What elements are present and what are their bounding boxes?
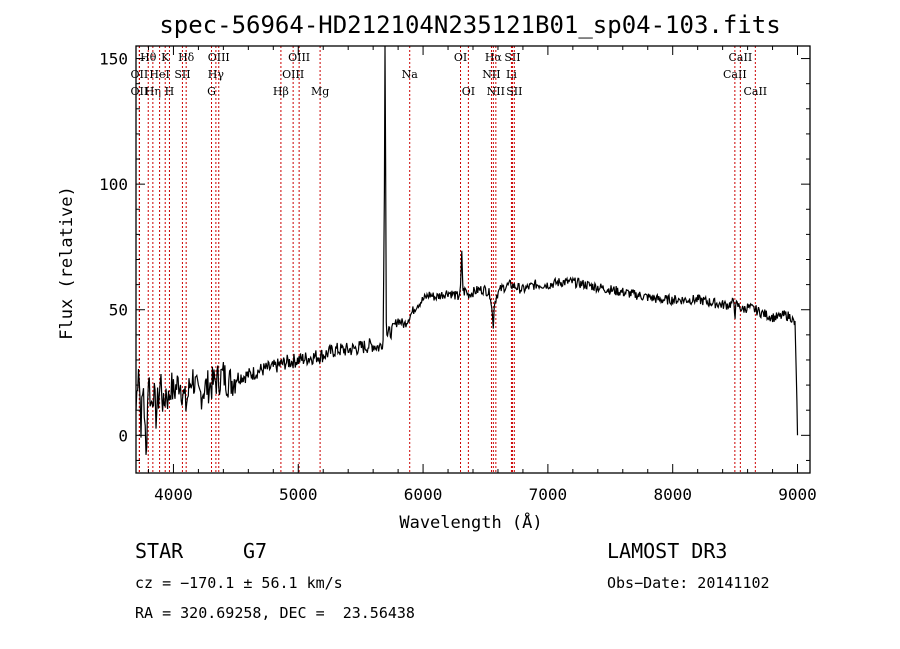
chart-title: spec-56964-HD212104N235121B01_sp04-103.f… [159, 11, 780, 39]
spectral-line-label: Mg [311, 85, 329, 98]
x-tick-label: 8000 [653, 485, 692, 504]
plot-frame [135, 45, 811, 474]
y-tick-label: 100 [99, 175, 128, 194]
x-axis-label: Wavelength (Å) [399, 511, 542, 533]
x-tick-label: 4000 [154, 485, 193, 504]
spectral-line-label: NII [482, 68, 500, 81]
spectral-line-label: OIII [208, 51, 230, 64]
spectral-line-label: CaII [723, 68, 747, 81]
spectral-line-label: Li [506, 68, 517, 81]
spectral-line-label: Hα [485, 51, 503, 64]
obs-date: Obs−Date: 20141102 [607, 574, 770, 592]
object-class: STAR [135, 539, 184, 563]
x-tick-label: 5000 [279, 485, 318, 504]
spectral-line-label: Hη [145, 85, 161, 98]
spectral-line-label: OIII [288, 51, 310, 64]
axis-ticks: 4000 5000 6000 7000 8000 9000 0 50 100 150 [99, 46, 817, 504]
spectral-line-label: H [165, 85, 175, 98]
spectral-line-label: OI [454, 51, 467, 64]
y-tick-label: 50 [109, 301, 128, 320]
survey-name: LAMOST DR3 [607, 539, 728, 563]
y-tick-label: 150 [99, 50, 128, 69]
coordinates: RA = 320.69258, DEC = 23.56438 [135, 604, 415, 622]
spectral-line-label: Hθ [140, 51, 157, 64]
x-tick-label: 9000 [778, 485, 817, 504]
spectral-line-label: SII [174, 68, 190, 81]
spectrum-line [135, 45, 799, 455]
spectral-line-label: CaII [729, 51, 753, 64]
y-tick-label: 0 [118, 426, 128, 445]
spectral-line-label: SII [504, 51, 520, 64]
spectral-line-label: G [207, 85, 216, 98]
x-tick-label: 7000 [529, 485, 568, 504]
spectral-line-label: CaII [743, 85, 767, 98]
spectral-line-label: NII [487, 85, 505, 98]
spectral-line-label: HeI [149, 68, 169, 81]
spectral-line-label: Hγ [208, 68, 225, 81]
spectral-line-label: OII [131, 85, 149, 98]
spectral-line-label: SII [506, 85, 522, 98]
spectral-line-label: OIII [282, 68, 304, 81]
spectral-line-label: Hδ [178, 51, 195, 64]
redshift-value: cz = −170.1 ± 56.1 km/s [135, 574, 343, 592]
spectral-line-label: Na [402, 68, 419, 81]
x-tick-label: 6000 [404, 485, 443, 504]
spectral-line-label: K [161, 51, 170, 64]
spectral-line-label: Hβ [273, 85, 289, 98]
spectral-line-label: OI [462, 85, 475, 98]
subclass: G7 [243, 539, 268, 563]
y-axis-label: Flux (relative) [57, 186, 77, 340]
